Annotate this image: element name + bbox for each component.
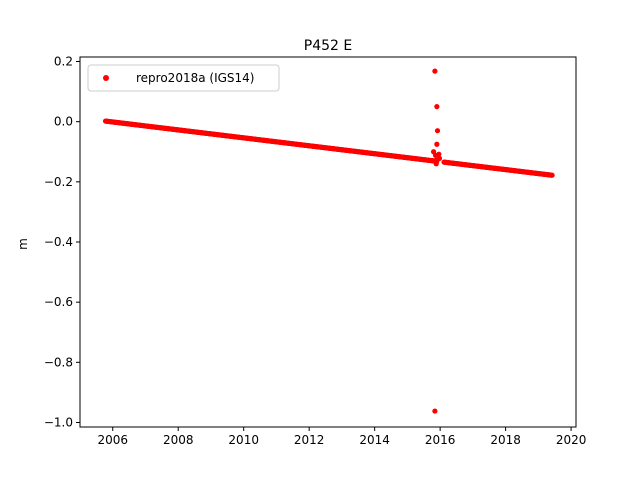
outlier-point: [436, 151, 442, 157]
y-tick-label: 0.2: [54, 55, 73, 69]
x-tick-label: 2016: [425, 433, 456, 447]
outlier-point: [434, 104, 440, 110]
outlier-point: [430, 149, 437, 155]
x-tick-label: 2012: [294, 433, 325, 447]
y-axis-label: m: [16, 238, 30, 250]
x-tick-label: 2006: [97, 433, 128, 447]
outlier-point: [432, 408, 438, 414]
x-tick-label: 2010: [228, 433, 259, 447]
x-tick-label: 2018: [490, 433, 521, 447]
outlier-point: [434, 128, 441, 134]
legend-marker: [103, 75, 109, 81]
legend: repro2018a (IGS14): [87, 64, 280, 92]
legend-label: repro2018a (IGS14): [136, 71, 254, 85]
x-tick-label: 2020: [556, 433, 587, 447]
y-tick-label: −0.4: [44, 235, 73, 249]
outlier-point: [433, 161, 439, 167]
y-tick-label: −0.2: [44, 175, 73, 189]
outlier-point: [433, 157, 439, 163]
data-layer: [102, 68, 555, 414]
chart-title: P452 E: [304, 38, 352, 54]
y-tick-label: −0.8: [44, 355, 73, 369]
y-tick-label: 0.0: [54, 115, 73, 129]
tick-layer: 2006 2008 2010 2012 2014 2016 2018 2020 0.2 0.0 −0…: [44, 55, 587, 447]
outlier-point: [432, 68, 438, 74]
y-tick-label: −0.6: [44, 295, 73, 309]
x-tick-label: 2008: [163, 433, 194, 447]
x-tick-label: 2014: [359, 433, 390, 447]
data-point: [549, 172, 555, 178]
y-tick-label: −1.0: [44, 415, 73, 429]
legend-box: [87, 64, 280, 92]
outlier-point: [434, 141, 440, 147]
plot-frame: [79, 56, 577, 428]
